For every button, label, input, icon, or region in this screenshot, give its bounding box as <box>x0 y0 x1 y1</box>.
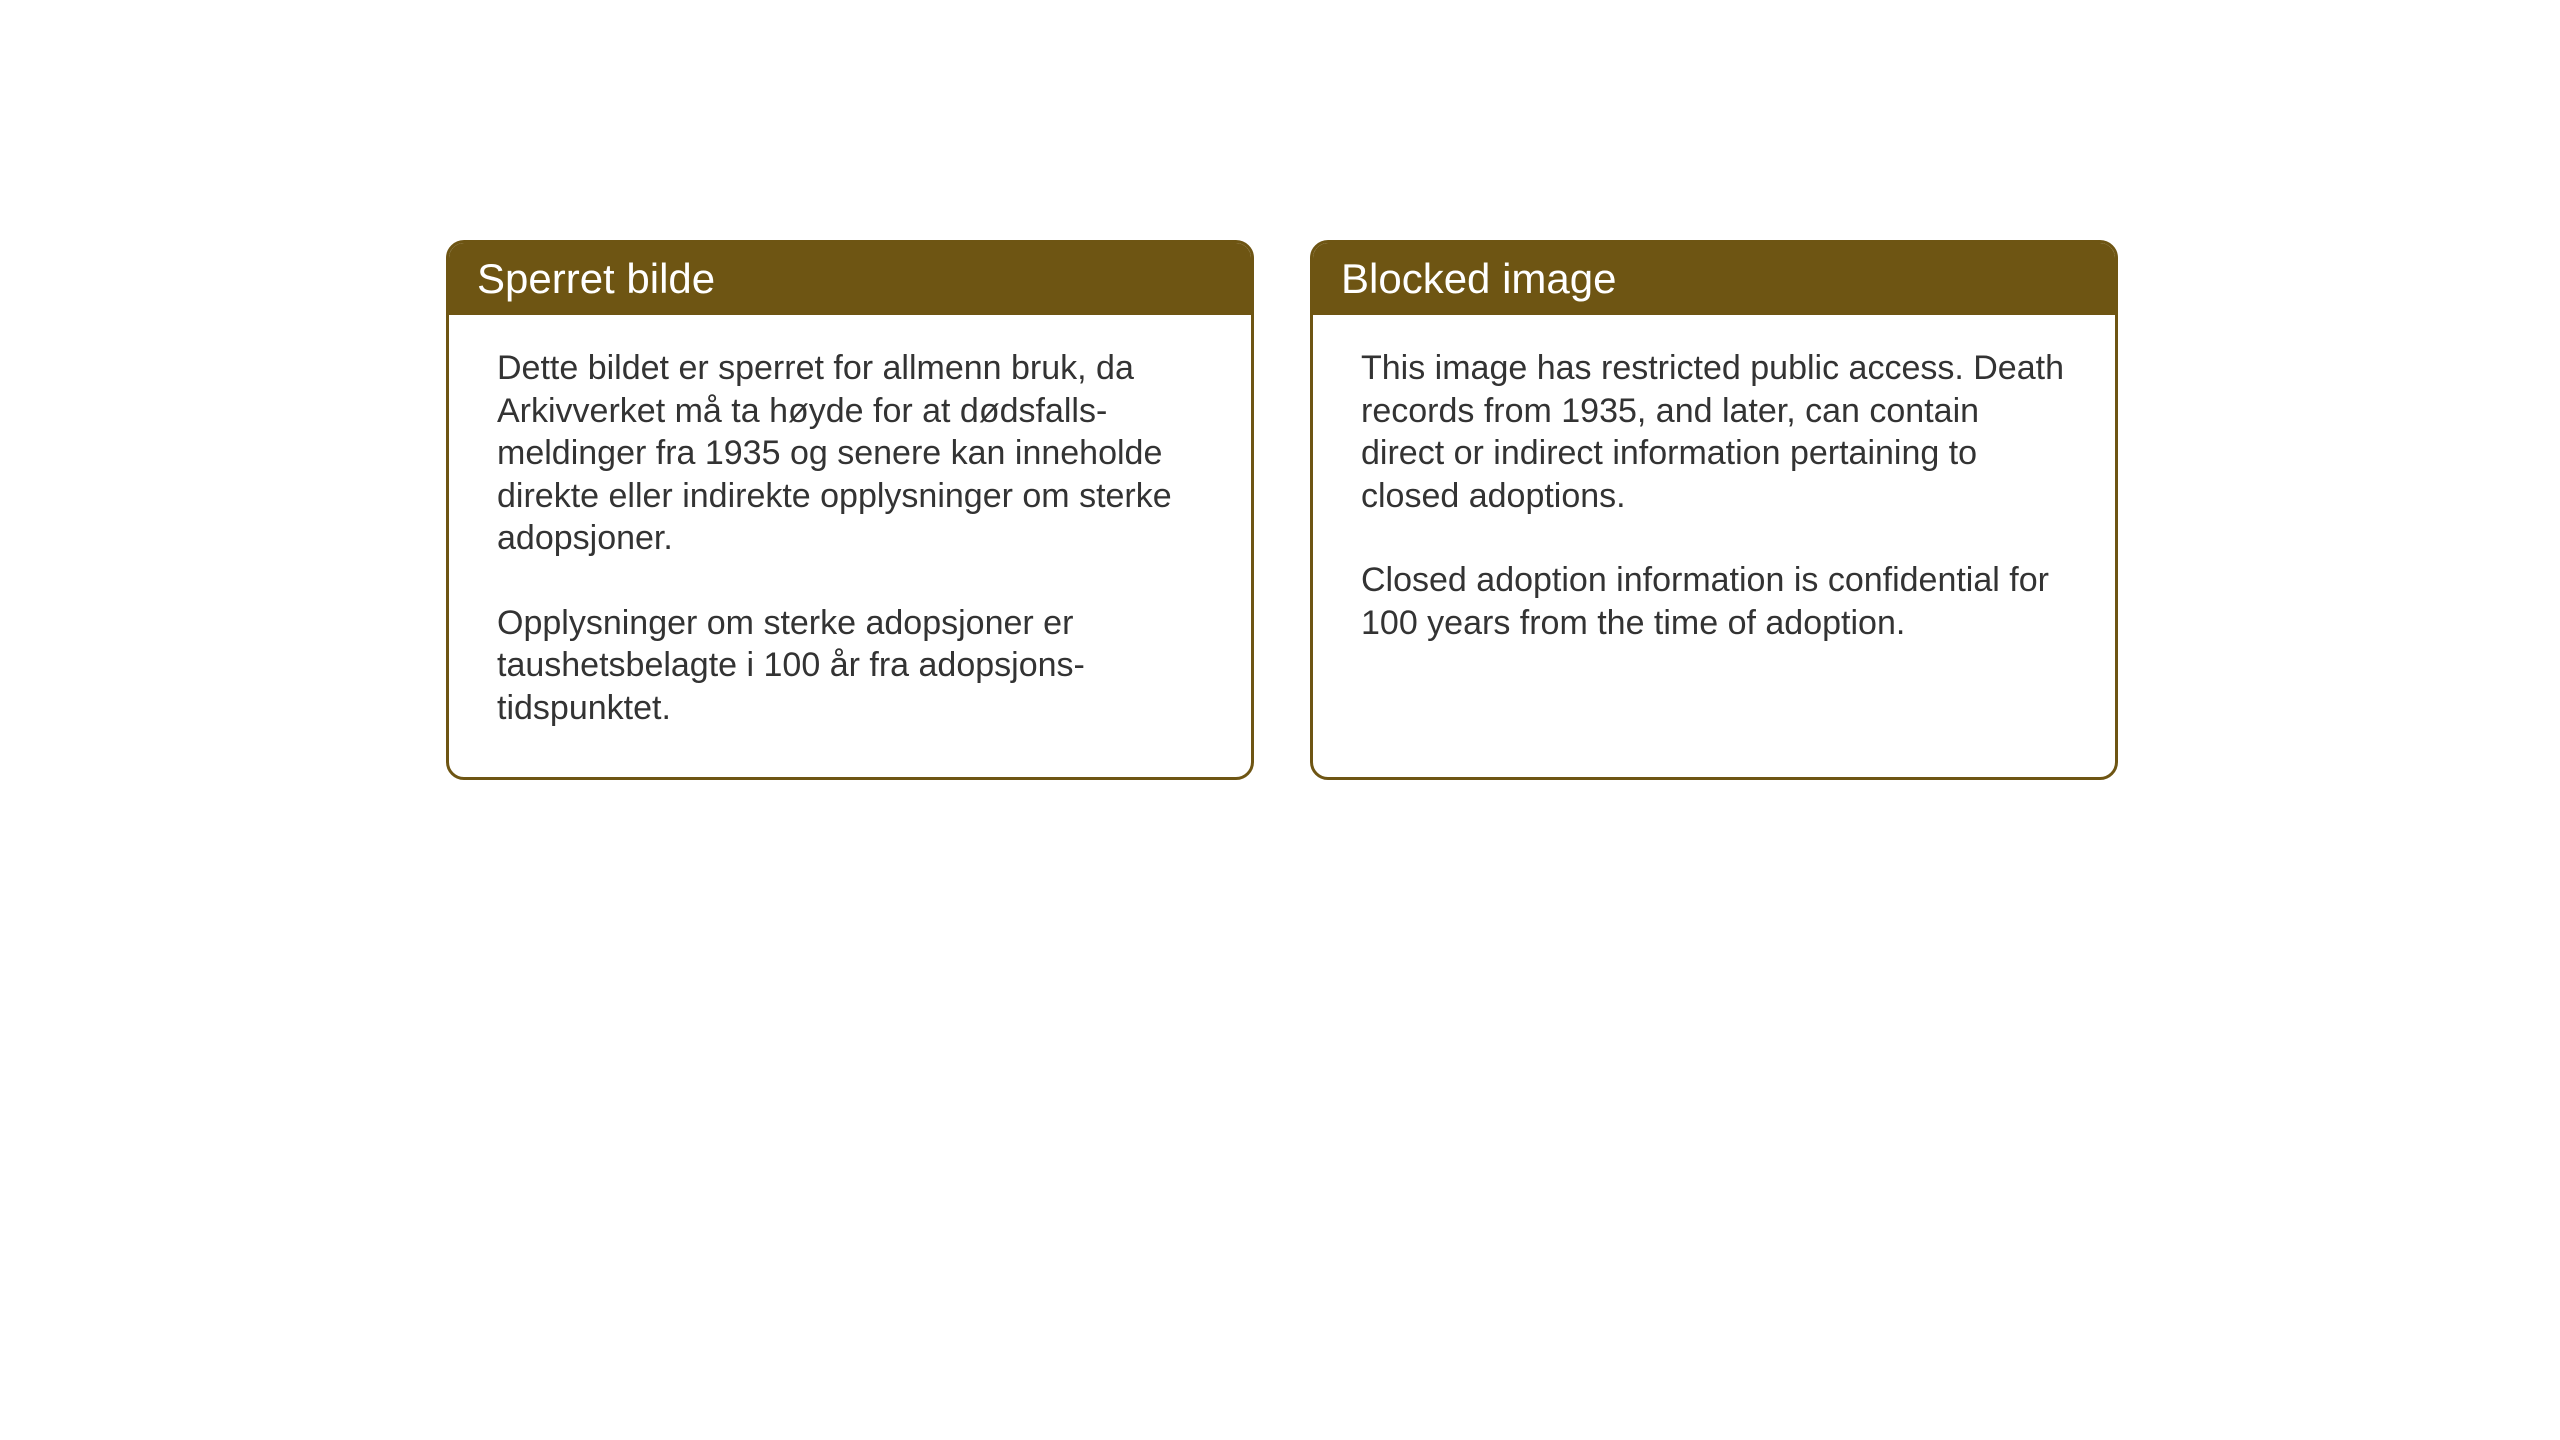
norwegian-paragraph-2: Opplysninger om sterke adopsjoner er tau… <box>497 602 1203 730</box>
norwegian-notice-card: Sperret bilde Dette bildet er sperret fo… <box>446 240 1254 780</box>
english-card-title: Blocked image <box>1341 255 1616 302</box>
english-paragraph-1: This image has restricted public access.… <box>1361 347 2067 517</box>
norwegian-card-title: Sperret bilde <box>477 255 715 302</box>
norwegian-paragraph-1: Dette bildet er sperret for allmenn bruk… <box>497 347 1203 560</box>
norwegian-card-body: Dette bildet er sperret for allmenn bruk… <box>449 315 1251 777</box>
notice-container: Sperret bilde Dette bildet er sperret fo… <box>446 240 2118 780</box>
english-card-body: This image has restricted public access.… <box>1313 315 2115 692</box>
english-paragraph-2: Closed adoption information is confident… <box>1361 559 2067 644</box>
norwegian-card-header: Sperret bilde <box>449 243 1251 315</box>
english-card-header: Blocked image <box>1313 243 2115 315</box>
english-notice-card: Blocked image This image has restricted … <box>1310 240 2118 780</box>
